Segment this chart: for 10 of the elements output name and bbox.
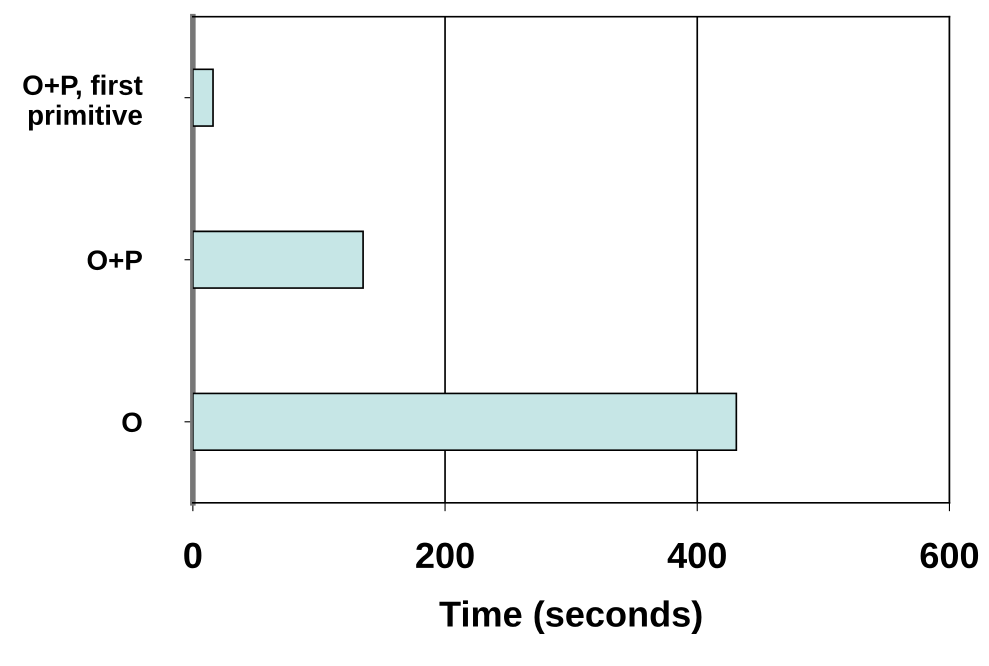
y-tick-label: O+P (88, 250, 142, 270)
x-tick-label: 0 (184, 542, 202, 568)
bar (192, 68, 214, 127)
x-tick-label: 600 (920, 542, 978, 568)
y-tick-label: O+P, first primitive (23, 74, 143, 130)
x-tick-label: 400 (668, 542, 726, 568)
bar (192, 230, 364, 289)
x-axis-title: Time (seconds) (439, 600, 702, 634)
y-tick-label: O (122, 412, 142, 432)
x-tick-label: 200 (416, 542, 474, 568)
